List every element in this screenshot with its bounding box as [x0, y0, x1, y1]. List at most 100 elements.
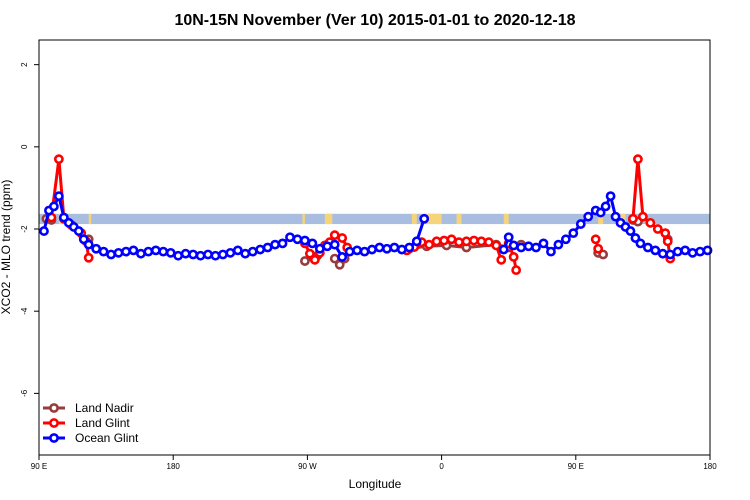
data-point	[150, 245, 161, 256]
data-point	[396, 244, 407, 255]
data-point	[652, 224, 663, 234]
data-point	[605, 191, 616, 202]
data-point	[590, 234, 601, 245]
plot-frame	[38, 39, 711, 456]
data-point	[469, 235, 479, 246]
data-point	[508, 252, 519, 262]
legend-label: Ocean Glint	[75, 431, 139, 445]
data-point	[337, 233, 348, 243]
data-point	[531, 242, 541, 253]
x-tick-label: 0	[439, 462, 444, 471]
data-point	[496, 254, 507, 265]
data-point	[300, 235, 310, 246]
data-point	[329, 230, 340, 241]
data-point	[503, 232, 514, 243]
data-point	[180, 248, 191, 259]
x-tick-label: 90 W	[298, 462, 317, 471]
data-point	[672, 246, 683, 257]
data-point	[165, 247, 176, 258]
data-point	[498, 244, 509, 255]
y-tick-label: 2	[20, 62, 29, 67]
data-point	[439, 235, 449, 246]
data-point	[232, 245, 243, 256]
data-point	[83, 252, 94, 263]
chart-title: 10N-15N November (Ver 10) 2015-01-01 to …	[174, 12, 575, 29]
data-point	[600, 201, 611, 212]
data-point	[300, 256, 310, 266]
data-point	[687, 247, 698, 258]
data-point	[304, 248, 315, 259]
data-point	[419, 213, 430, 224]
data-point	[404, 242, 415, 253]
data-point	[285, 232, 295, 243]
data-point	[374, 242, 385, 253]
data-point	[188, 249, 198, 260]
data-point	[240, 248, 251, 259]
data-point	[476, 236, 487, 247]
legend-marker	[49, 403, 59, 413]
data-point	[491, 240, 502, 251]
data-point	[292, 234, 303, 245]
y-tick-label: -6	[20, 389, 29, 397]
data-point	[352, 245, 363, 256]
data-point	[329, 239, 340, 250]
data-point	[598, 249, 609, 260]
data-point	[628, 213, 638, 224]
data-point	[680, 245, 691, 256]
data-point	[446, 234, 457, 245]
data-point	[610, 211, 621, 222]
x-tick-label: 180	[703, 462, 717, 471]
series-layer	[39, 154, 713, 275]
y-axis: 2 0 -2 -4 -6	[20, 62, 39, 397]
x-axis: 90 E 180 90 W 0 90 E 180	[31, 455, 717, 471]
data-point	[53, 154, 64, 165]
data-point	[309, 254, 320, 265]
land-patch	[411, 213, 417, 225]
data-point	[218, 249, 228, 260]
legend-marker	[49, 433, 59, 443]
data-point	[277, 238, 288, 249]
data-point	[83, 239, 94, 250]
data-point	[483, 237, 494, 248]
ocean-band	[39, 213, 710, 225]
data-point	[583, 211, 594, 222]
land-patch	[302, 213, 305, 225]
data-point	[546, 246, 556, 257]
data-point	[91, 243, 102, 254]
x-tick-label: 180	[167, 462, 181, 471]
data-point	[625, 226, 636, 236]
data-point	[359, 246, 370, 257]
land-patch	[324, 213, 333, 225]
data-point	[662, 236, 673, 247]
data-point	[322, 241, 333, 252]
data-point	[411, 236, 422, 247]
data-point	[560, 234, 571, 245]
data-point	[225, 247, 236, 258]
data-point	[73, 226, 84, 236]
data-point	[344, 246, 355, 257]
data-point	[98, 246, 109, 257]
data-point	[121, 246, 131, 257]
data-point	[307, 238, 318, 249]
data-point	[638, 211, 648, 222]
data-point	[270, 239, 280, 250]
data-point	[508, 240, 519, 251]
data-point	[424, 239, 435, 250]
x-axis-label: Longitude	[349, 477, 402, 491]
data-point	[128, 245, 139, 256]
data-point	[247, 246, 258, 257]
data-point	[173, 250, 184, 261]
data-point	[39, 226, 49, 236]
y-axis-label: XCO2 - MLO trend (ppm)	[0, 180, 13, 315]
data-point	[511, 265, 522, 275]
data-point	[645, 217, 656, 228]
data-point	[633, 154, 643, 165]
land-patch	[456, 213, 462, 225]
y-tick-label: -2	[20, 225, 29, 233]
data-point	[158, 246, 169, 257]
data-point	[702, 245, 713, 256]
series-ocean-glint	[39, 191, 713, 262]
legend-label: Land Nadir	[75, 401, 134, 415]
